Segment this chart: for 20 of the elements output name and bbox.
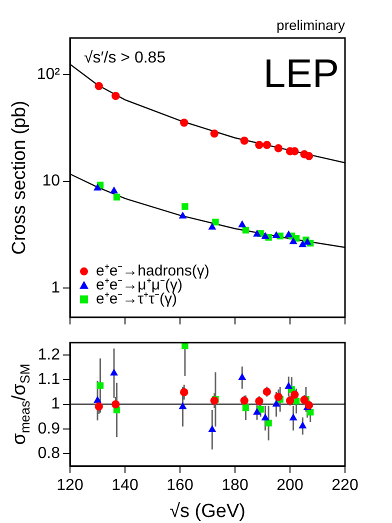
y-tick-label: 0.8 [38, 445, 60, 462]
y-tick-label: 1.1 [38, 371, 60, 388]
annotation: LEP [263, 52, 339, 96]
y-tick-label: 1 [51, 279, 60, 296]
y-axis-title: σmeas/σSM [9, 364, 32, 445]
x-tick-label: 160 [166, 477, 194, 494]
y-tick-label: 1 [51, 396, 60, 413]
annotation: √s′/s > 0.85 [84, 49, 166, 66]
x-tick-label: 220 [332, 477, 358, 494]
y-tick-label: 10 [42, 172, 60, 190]
y-tick-label: 1.2 [38, 346, 60, 364]
x-axis-title: √s (GeV) [170, 500, 246, 522]
x-tick-label: 140 [112, 477, 138, 494]
y-tick-label: 10² [36, 66, 61, 83]
y-axis-title: Cross section (pb) [9, 100, 30, 255]
x-tick-label: 120 [56, 477, 84, 494]
y-tick-label: 0.9 [38, 420, 60, 438]
x-tick-label: 200 [276, 477, 304, 494]
x-tick-label: 180 [222, 477, 248, 494]
text: preliminary [276, 16, 345, 33]
